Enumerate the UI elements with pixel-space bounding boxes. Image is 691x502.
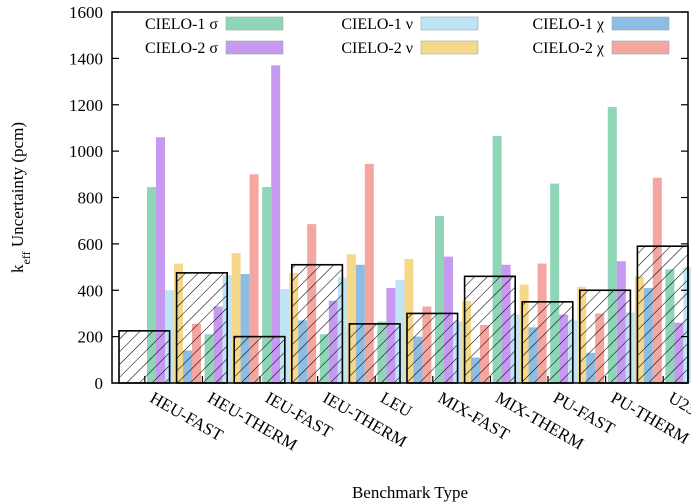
hatched-bar-mix-fast [407, 313, 458, 383]
legend-label-series-3: CIELO-2 ν [341, 40, 413, 57]
hatched-bar-mix-therm [464, 276, 516, 383]
bar-pu-fast-series-0 [550, 183, 560, 383]
bar-pu-therm-series-0 [607, 107, 617, 383]
bar-ieu-therm-series-5 [364, 163, 374, 383]
y-axis-title-rest: Uncertainty (pcm) [8, 122, 27, 251]
y-tick-label: 200 [78, 328, 104, 347]
y-tick-label: 800 [78, 189, 104, 208]
y-tick-label: 1600 [69, 3, 103, 22]
bar-ieu-therm-series-3 [346, 254, 356, 383]
bar-heu-fast-series-1 [156, 137, 165, 383]
y-tick-label: 400 [78, 281, 104, 300]
legend-swatch-series-5 [611, 40, 670, 55]
y-axis-title-sub: eff [19, 251, 33, 264]
legend-label-series-1: CIELO-2 σ [145, 40, 218, 57]
y-tick-label: 600 [78, 235, 104, 254]
bar-ieu-fast-series-1 [271, 65, 281, 384]
legend: CIELO-1 σ CIELO-1 ν CIELO-1 χ CIELO-2 σ CIEL… [145, 16, 670, 57]
y-axis-title: keff Uncertainty (pcm) [8, 122, 33, 273]
hatched-bar-u233 [637, 246, 688, 383]
legend-swatch-series-3 [420, 40, 479, 55]
bar-ieu-fast-series-0 [262, 187, 272, 383]
y-tick-label: 0 [95, 374, 104, 393]
y-axis-title-main: k [8, 264, 27, 273]
x-tick-label-leu: LEU [377, 388, 415, 421]
y-tick-label: 1000 [69, 142, 103, 161]
hatched-bar-pu-fast [522, 301, 573, 383]
legend-label-series-2: CIELO-1 ν [341, 16, 413, 33]
hatched-bar-heu-fast [119, 330, 170, 383]
hatched-bar-ieu-therm [291, 264, 343, 383]
legend-swatch-series-4 [611, 16, 670, 31]
hatched-bar-leu [349, 323, 400, 383]
bar-heu-therm-series-3 [231, 253, 241, 383]
legend-label-series-4: CIELO-1 χ [532, 16, 604, 33]
bar-mix-therm-series-0 [492, 136, 502, 383]
legend-swatch-series-2 [420, 16, 479, 31]
legend-swatch-series-1 [225, 40, 284, 55]
bar-heu-fast-series-0 [147, 187, 156, 383]
x-axis-title: Benchmark Type [352, 483, 468, 502]
y-axis: 0 200 400 600 800 1000 1200 1400 1600 [69, 3, 688, 393]
y-tick-label: 1200 [69, 96, 103, 115]
bar-mix-fast-series-0 [435, 216, 444, 383]
bar-heu-therm-series-4 [240, 274, 250, 383]
hatched-bar-ieu-fast [234, 336, 285, 383]
hatched-bar-heu-therm [176, 272, 228, 383]
legend-swatch-series-0 [225, 16, 284, 31]
legend-label-series-5: CIELO-2 χ [532, 40, 604, 57]
bar-heu-therm-series-5 [249, 174, 259, 383]
y-tick-label: 1400 [69, 49, 103, 68]
hatched-bar-pu-therm [579, 290, 631, 383]
legend-label-series-0: CIELO-1 σ [145, 16, 218, 33]
hatched-baseline-layer [118, 245, 689, 384]
